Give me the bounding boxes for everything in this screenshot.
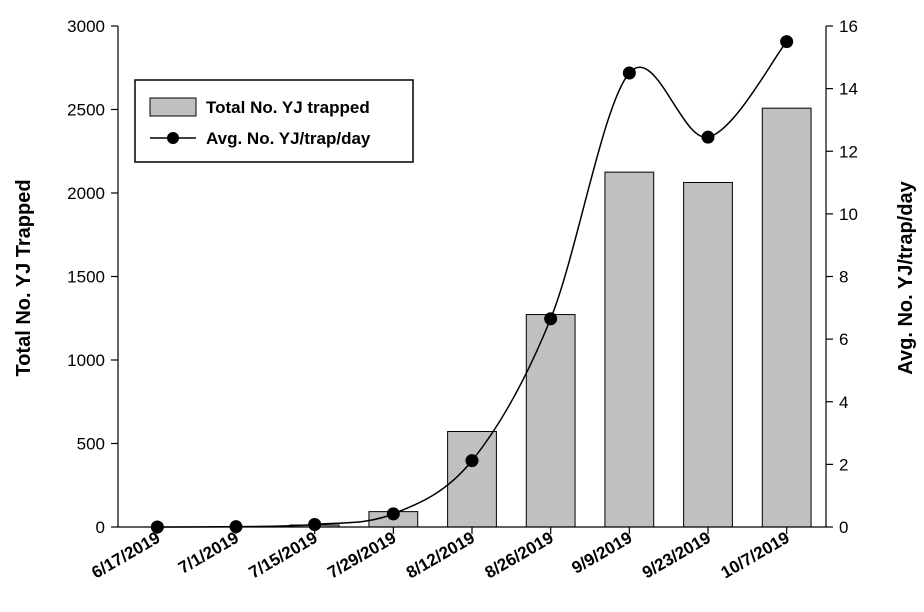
x-axis-ticks: 6/17/2019 7/1/2019 7/15/2019 7/29/2019 8/12/… — [88, 527, 793, 582]
bar — [683, 181, 733, 528]
y2-tick-label: 2 — [839, 455, 848, 474]
y2-tick-label: 10 — [839, 205, 858, 224]
line-marker — [386, 507, 400, 521]
y-axis-title: Total No. YJ Trapped — [13, 179, 35, 376]
legend-label-bars: Total No. YJ trapped — [206, 98, 370, 117]
y2-tick-label: 16 — [839, 17, 858, 36]
line-marker — [544, 312, 558, 326]
y-tick-label: 500 — [77, 435, 105, 454]
line-marker — [701, 130, 715, 144]
y2-tick-label: 6 — [839, 330, 848, 349]
x-tick-label: 7/1/2019 — [175, 528, 242, 578]
y2-tick-label: 4 — [839, 393, 848, 412]
bar — [604, 171, 655, 528]
bar — [525, 314, 576, 528]
line-marker — [622, 66, 636, 80]
y-axis-ticks: 0 500 1000 1500 2000 2500 3000 — [67, 17, 118, 537]
y2-axis-ticks: 0 2 4 6 8 10 12 14 16 — [826, 17, 858, 537]
legend-label-line: Avg. No. YJ/trap/day — [206, 129, 371, 148]
line-path — [157, 41, 788, 528]
y2-tick-label: 12 — [839, 142, 858, 161]
x-tick-label: 9/9/2019 — [569, 528, 636, 578]
y-tick-label: 3000 — [67, 17, 105, 36]
legend-bar-swatch — [149, 97, 197, 117]
y2-axis-title: Avg. No. YJ/trap/day — [895, 180, 917, 374]
line-marker — [780, 35, 794, 49]
x-tick-label: 9/23/2019 — [639, 528, 714, 582]
y2-tick-label: 8 — [839, 268, 848, 287]
x-tick-label: 10/7/2019 — [718, 528, 793, 582]
bar — [447, 430, 497, 528]
y-tick-label: 1000 — [67, 351, 105, 370]
x-tick-label: 7/29/2019 — [324, 528, 399, 582]
bar — [761, 107, 812, 528]
y2-tick-label: 14 — [839, 80, 858, 99]
y-tick-label: 0 — [96, 518, 105, 537]
legend: Total No. YJ trapped Avg. No. YJ/trap/da… — [134, 79, 414, 163]
y-tick-label: 2500 — [67, 101, 105, 120]
line-marker — [308, 517, 322, 531]
y-tick-label: 2000 — [67, 184, 105, 203]
x-tick-label: 8/26/2019 — [482, 528, 557, 582]
legend-box — [134, 79, 414, 163]
x-tick-label: 7/15/2019 — [246, 528, 321, 582]
line-marker — [465, 454, 479, 468]
y2-tick-label: 0 — [839, 518, 848, 537]
y-tick-label: 1500 — [67, 268, 105, 287]
x-tick-label: 8/12/2019 — [403, 528, 478, 582]
legend-marker-swatch — [167, 132, 179, 144]
bar-series — [211, 107, 812, 528]
